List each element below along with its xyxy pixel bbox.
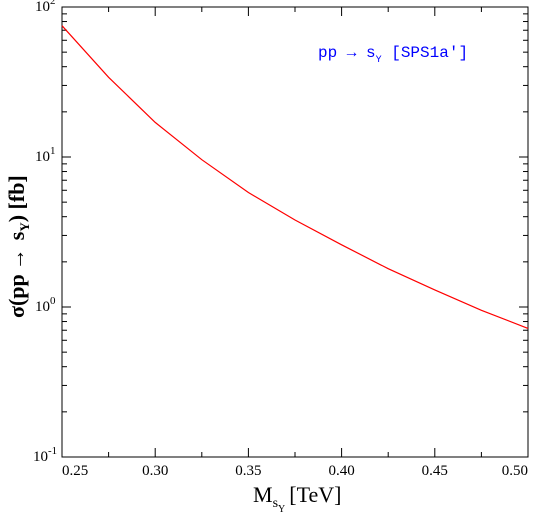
- y-axis-title: σ(pp→sY) [fb]: [4, 175, 32, 318]
- x-tick-label: 0.50: [502, 463, 528, 479]
- y-major-ticks: [62, 6, 528, 458]
- x-tick-label: 0.30: [142, 463, 168, 479]
- x-tick-label: 0.45: [422, 463, 448, 479]
- plot-frame: [61, 6, 529, 458]
- x-tick-label: 0.40: [328, 463, 354, 479]
- y-tick-label: 101: [35, 145, 56, 165]
- y-tick-label: 10-1: [33, 445, 57, 465]
- legend-label: pp → sY [SPS1a′]: [318, 44, 468, 66]
- x-axis-title: MsY[TeV]: [253, 482, 341, 515]
- x-tick-label: 0.35: [235, 463, 261, 479]
- y-tick-labels: 10-1 100 101 102: [33, 0, 57, 465]
- y-tick-label: 102: [35, 0, 56, 15]
- x-tick-label: 0.25: [62, 463, 88, 479]
- y-minor-ticks: [62, 13, 528, 413]
- x-tick-labels: 0.25 0.30 0.35 0.40 0.45 0.50: [62, 463, 528, 479]
- series-line: [61, 25, 529, 329]
- x-ticks: [61, 7, 529, 457]
- y-tick-label: 100: [35, 295, 56, 315]
